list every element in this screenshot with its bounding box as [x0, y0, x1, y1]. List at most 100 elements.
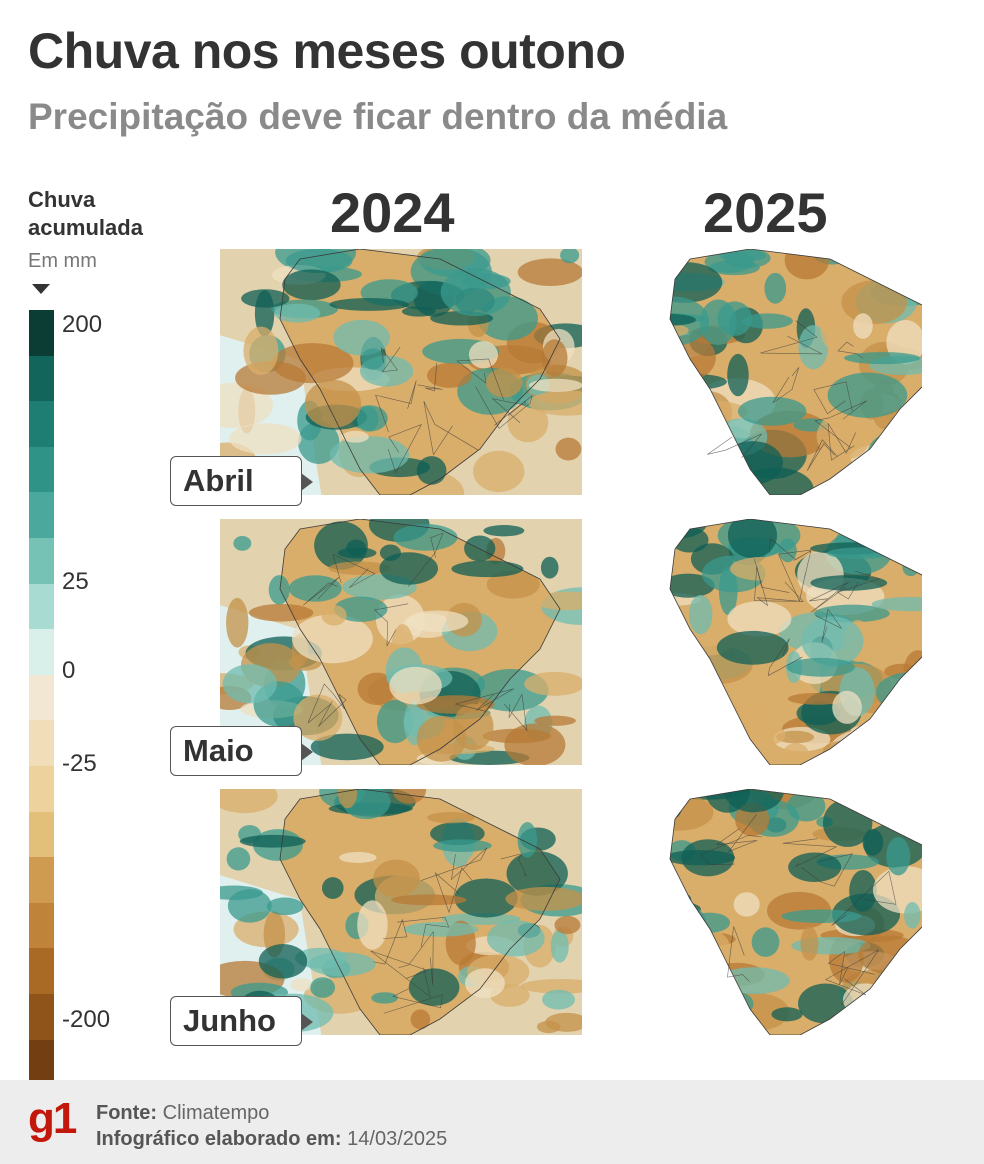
precip-patch — [243, 326, 279, 375]
country-border — [669, 789, 922, 1035]
precip-patch — [858, 1003, 920, 1035]
precip-patch — [737, 396, 807, 426]
precip-patch — [274, 303, 321, 323]
precip-patch — [464, 968, 505, 999]
state-border — [455, 688, 514, 712]
state-border — [387, 423, 422, 474]
precip-patch — [827, 372, 908, 418]
legend-unit: Em mm — [28, 250, 97, 272]
precip-patch — [408, 968, 460, 1006]
precip-patch — [403, 921, 479, 937]
map-2025-maio — [640, 519, 922, 765]
state-border — [809, 581, 849, 613]
precip-patch — [885, 808, 914, 827]
state-border — [815, 608, 842, 643]
date-value: 14/03/2025 — [347, 1128, 448, 1150]
precip-patch — [285, 249, 353, 274]
legend-title-line2: acumulada — [28, 215, 143, 240]
precip-patch — [842, 983, 888, 1017]
precip-patch — [670, 712, 689, 733]
precip-patch — [391, 894, 467, 906]
precip-patch — [451, 560, 524, 578]
precip-patch — [461, 273, 511, 290]
precip-patch — [764, 272, 787, 304]
precip-patch — [376, 699, 414, 744]
month-label-junho: Junho — [170, 996, 313, 1046]
precip-patch — [670, 981, 671, 1029]
precip-patch — [554, 915, 581, 935]
precip-patch — [709, 993, 736, 1009]
page-subtitle: Precipitação deve ficar dentro da média — [28, 96, 728, 137]
precip-patch — [670, 953, 674, 982]
state-border — [370, 950, 431, 998]
precip-patch — [291, 614, 373, 664]
precip-patch — [640, 839, 659, 862]
state-border — [772, 367, 800, 404]
precip-patch — [357, 900, 388, 950]
legend-tick-0: 0 — [62, 657, 76, 684]
precip-patch — [771, 1007, 803, 1022]
state-border — [500, 853, 527, 877]
footer-bar — [0, 1080, 984, 1164]
precip-patch — [486, 920, 545, 957]
precip-patch — [535, 591, 582, 611]
precip-patch — [783, 743, 809, 762]
precip-patch — [550, 929, 569, 963]
precip-patch — [220, 789, 278, 814]
precip-patch — [226, 847, 251, 871]
precip-patch — [333, 319, 390, 356]
state-border — [374, 603, 409, 647]
legend-swatch — [29, 492, 54, 538]
map-2024-maio — [220, 519, 582, 765]
precip-patch — [727, 519, 778, 559]
source-credits: Fonte: Climatempo Infográfico elaborado … — [96, 1100, 447, 1152]
country-border — [669, 519, 922, 765]
legend-swatch — [29, 629, 54, 675]
legend-swatch — [29, 583, 54, 630]
precip-patch — [670, 658, 683, 678]
state-border — [398, 930, 434, 986]
precip-patch — [716, 630, 789, 665]
precip-patch — [534, 715, 576, 726]
precip-patch — [293, 694, 343, 741]
precip-patch — [329, 298, 409, 311]
precip-patch — [670, 403, 719, 437]
state-border — [760, 320, 823, 355]
precip-patch — [798, 325, 829, 370]
precip-patch — [751, 927, 780, 957]
g1-logo[interactable]: g1 — [28, 1094, 77, 1143]
precip-patch — [288, 575, 342, 602]
precip-patch — [822, 798, 873, 847]
precip-patch — [781, 909, 862, 924]
legend-arrow-icon — [32, 284, 50, 294]
state-border — [503, 693, 528, 732]
precip-patch — [505, 886, 582, 911]
precip-patch — [426, 363, 472, 388]
precip-patch — [486, 570, 540, 599]
precip-patch — [877, 519, 901, 556]
state-border — [827, 950, 875, 986]
precip-patch — [670, 444, 701, 473]
precip-patch — [248, 603, 314, 622]
precip-patch — [670, 444, 687, 485]
precip-patch — [682, 385, 701, 419]
year-2025-header: 2025 — [703, 181, 828, 244]
country-border — [279, 789, 561, 1035]
precip-patch — [541, 339, 568, 377]
legend-swatch — [29, 993, 54, 1040]
precip-patch — [801, 616, 864, 667]
precip-patch — [880, 463, 922, 474]
state-border — [420, 847, 488, 881]
precip-patch — [258, 944, 308, 979]
state-border — [801, 853, 853, 887]
precip-patch — [872, 866, 922, 914]
precip-patch — [742, 313, 793, 329]
precip-patch — [719, 249, 766, 262]
precip-patch — [896, 679, 922, 704]
precip-patch — [290, 978, 313, 992]
state-border — [375, 380, 417, 432]
source-label: Fonte: — [96, 1102, 158, 1124]
precip-patch — [822, 739, 876, 763]
precip-patch — [339, 852, 377, 863]
legend-color-scale — [29, 310, 54, 1131]
